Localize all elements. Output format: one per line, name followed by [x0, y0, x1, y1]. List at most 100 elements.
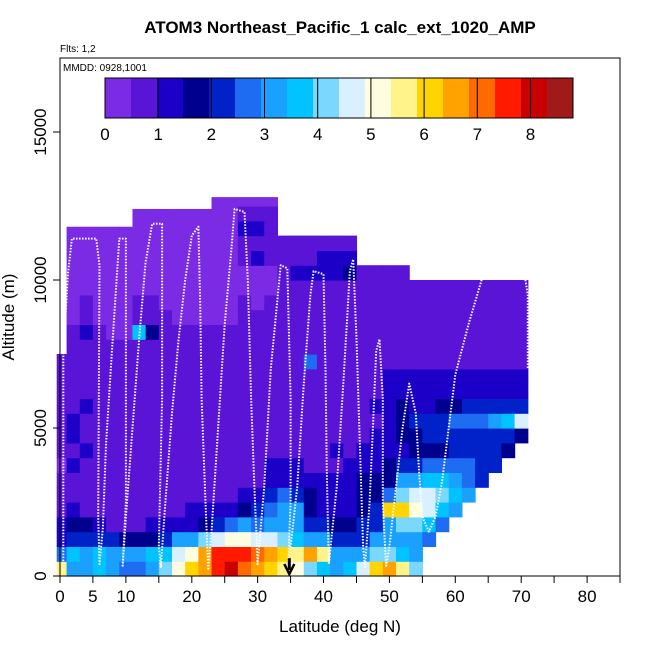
heatmap-cell [237, 413, 252, 429]
colorbar: 0 1 2 3 4 5 6 7 8 [100, 77, 574, 144]
heatmap-cell [303, 309, 318, 325]
heatmap-cell [251, 294, 265, 311]
heatmap-cell [277, 472, 292, 488]
heatmap-cell [290, 383, 305, 399]
heatmap-cell [172, 413, 186, 429]
heatmap-cell [132, 235, 147, 251]
plot-area [56, 58, 620, 577]
heatmap-cell [145, 368, 160, 385]
heatmap-cell [132, 383, 147, 399]
heatmap-cell [396, 561, 410, 577]
heatmap-cell [264, 487, 279, 503]
heatmap-cell [106, 516, 120, 533]
heatmap-cell [343, 561, 358, 577]
heatmap-cell [343, 531, 358, 547]
heatmap-cell [396, 413, 410, 429]
heatmap-cell [145, 546, 160, 562]
flights-label: Flts: 1,2 [60, 44, 96, 55]
heatmap-cell [264, 457, 279, 473]
heatmap-cell [185, 235, 199, 251]
heatmap-cell [277, 324, 292, 340]
heatmap-cell [343, 383, 358, 399]
heatmap-cell [79, 546, 94, 562]
heatmap-cell [382, 487, 397, 503]
heatmap-cell [79, 442, 94, 459]
heatmap-cell [198, 265, 213, 281]
heatmap-cell [316, 487, 331, 503]
heatmap-cell [106, 546, 120, 562]
heatmap-cell [211, 457, 226, 473]
heatmap-cell [316, 472, 331, 488]
heatmap-cell [106, 502, 120, 518]
heatmap-cell [277, 531, 292, 547]
heatmap-cell [264, 265, 279, 281]
heatmap-cell [277, 413, 292, 429]
heatmap-cell [356, 294, 371, 311]
heatmap-cell [343, 546, 358, 562]
heatmap-cell [237, 383, 252, 399]
heatmap-cell [185, 457, 199, 473]
heatmap-cell [475, 398, 489, 414]
heatmap-cell [92, 546, 107, 562]
heatmap-cell [211, 531, 226, 547]
heatmap-cell [369, 368, 384, 385]
heatmap-cell [224, 265, 239, 281]
heatmap-cell [396, 428, 410, 444]
heatmap-cell [369, 383, 384, 399]
heatmap-cell [224, 235, 239, 251]
heatmap-cell [422, 324, 437, 340]
heatmap-cell [343, 442, 358, 459]
heatmap-cell [303, 502, 318, 518]
heatmap-cell [237, 280, 252, 296]
heatmap-cell [211, 413, 226, 429]
heatmap-cell [290, 531, 305, 547]
heatmap-cell [330, 339, 344, 355]
colorbar-band [365, 78, 392, 118]
heatmap-cell [303, 383, 318, 399]
colorbar-band [521, 78, 548, 118]
heatmap-cell [422, 294, 437, 311]
heatmap-cell [316, 383, 331, 399]
heatmap-cell [237, 354, 252, 370]
heatmap-cell [132, 208, 147, 222]
heatmap-cell [475, 354, 489, 370]
heatmap-cell [92, 398, 107, 414]
heatmap-cell [303, 546, 318, 562]
heatmap-cell [396, 472, 410, 488]
heatmap-cell [422, 428, 437, 444]
heatmap-cell [316, 546, 331, 562]
heatmap-cell [277, 339, 292, 355]
colorbar-tick-label: 6 [419, 125, 428, 144]
heatmap-cell [145, 428, 160, 444]
heatmap-cell [277, 354, 292, 370]
heatmap-cell [475, 280, 489, 296]
colorbar-tick-label: 7 [473, 125, 482, 144]
heatmap-cell [119, 428, 134, 444]
heatmap-cell [224, 472, 239, 488]
x-tick-label: 20 [182, 587, 201, 606]
heatmap-cell [132, 442, 147, 459]
heatmap-cell [382, 324, 397, 340]
colorbar-band [313, 78, 340, 118]
heatmap-cell [488, 368, 503, 385]
heatmap-cell [172, 487, 186, 503]
heatmap-cell [132, 265, 147, 281]
heatmap-cell [79, 516, 94, 533]
heatmap-cell [237, 339, 252, 355]
heatmap-cell [211, 309, 226, 325]
heatmap-cell [409, 354, 423, 370]
heatmap-cell [409, 442, 423, 459]
heatmap-cell [66, 561, 81, 577]
heatmap-cell [448, 339, 463, 355]
heatmap-cell [461, 398, 476, 414]
heatmap-cell [211, 428, 226, 444]
heatmap-cell [369, 398, 384, 414]
heatmap-cell [382, 442, 397, 459]
heatmap-cell [488, 383, 503, 399]
heatmap-cell [224, 561, 239, 577]
heatmap-cell [145, 339, 160, 355]
heatmap-cell [514, 354, 529, 370]
heatmap-cell [119, 309, 134, 325]
heatmap-cell [158, 472, 173, 488]
heatmap-cell [356, 309, 371, 325]
